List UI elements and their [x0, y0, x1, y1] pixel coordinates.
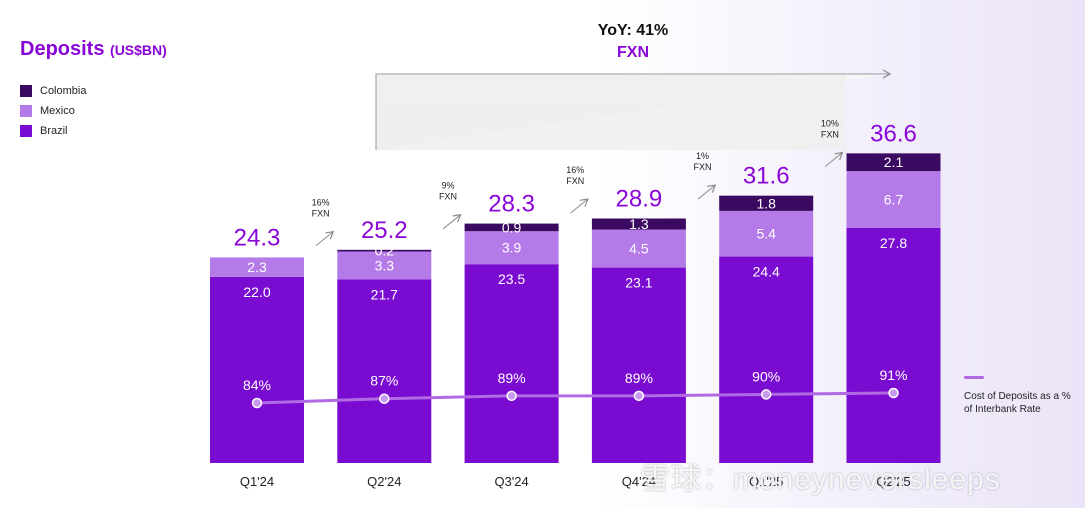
total-label: 24.3 [234, 224, 281, 251]
growth-pct-label: 1% [696, 151, 709, 161]
data-label-brazil: 22.0 [243, 284, 270, 300]
cost-line [256, 391, 894, 405]
x-tick-label: Q3'24 [494, 474, 528, 489]
total-label: 36.6 [870, 120, 917, 147]
x-tick-label: Q1'24 [240, 474, 274, 489]
watermark: 雪球：moneyneversleeps [640, 463, 1001, 496]
yoy-label: YoY: 41% [597, 22, 669, 39]
legend-label-colombia: Colombia [40, 85, 87, 97]
chart-title-text: Deposits [20, 38, 105, 60]
data-label-colombia: 1.3 [629, 216, 649, 232]
bar-mexico [719, 210, 814, 257]
yoy-arrow [375, 69, 892, 150]
growth-arrow [697, 184, 717, 200]
data-label-mexico: 6.7 [884, 191, 904, 207]
legend-swatch-mexico [20, 105, 32, 117]
total-label: 28.9 [616, 186, 663, 213]
growth-pct-label: 9% [441, 181, 454, 191]
total-label: 28.3 [488, 191, 535, 218]
chart-title: Deposits (US$BN) [20, 38, 167, 61]
data-label-mexico: 2.3 [247, 259, 267, 275]
data-label-colombia: 1.8 [756, 195, 776, 211]
data-label-mexico: 5.4 [756, 226, 776, 242]
data-label-brazil: 21.7 [371, 286, 398, 302]
data-label-brazil: 23.5 [498, 271, 525, 287]
growth-arrow [315, 230, 335, 247]
legend: Colombia Mexico Brazil [20, 81, 86, 141]
bar-colombia [464, 223, 559, 232]
bar-mexico [210, 257, 304, 277]
bar-colombia [591, 218, 686, 230]
growth-pct-label: 10% [821, 119, 839, 129]
legend-item-brazil: Brazil [20, 121, 86, 141]
cost-label: 89% [498, 370, 526, 386]
bar-brazil [846, 227, 941, 463]
bar-mexico [846, 171, 941, 228]
data-label-brazil: 27.8 [880, 235, 907, 251]
growth-arrow [824, 151, 844, 167]
cost-point [379, 393, 390, 404]
chart-unit: (US$BN) [110, 42, 167, 58]
cost-point [760, 389, 772, 400]
line-legend-swatch [964, 376, 984, 379]
growth-arrow [570, 198, 589, 214]
line-legend-label: Cost of Deposits as a % of Interbank Rat… [964, 391, 1071, 415]
cost-label: 90% [752, 368, 780, 384]
bar-mexico [337, 251, 432, 280]
growth-fxn-label: FXN [694, 162, 712, 172]
growth-pct-label: 16% [312, 198, 330, 208]
bar-brazil [591, 267, 686, 463]
bar-colombia [337, 249, 432, 252]
legend-item-mexico: Mexico [20, 101, 86, 121]
growth-fxn-label: FXN [312, 209, 330, 219]
x-tick-label: Q2'24 [367, 474, 401, 489]
cost-point [251, 397, 263, 409]
bar-brazil [719, 256, 814, 463]
bar-brazil [464, 264, 559, 463]
data-label-colombia: 0.2 [375, 243, 395, 259]
data-label-colombia: 2.1 [884, 154, 904, 170]
data-label-brazil: 24.4 [753, 264, 780, 280]
bar-brazil [337, 279, 432, 463]
cost-label: 84% [243, 377, 271, 393]
growth-fxn-label: FXN [566, 176, 584, 186]
cost-point [506, 390, 517, 402]
data-label-mexico: 4.5 [629, 241, 649, 257]
cost-label: 87% [370, 373, 398, 389]
legend-label-mexico: Mexico [40, 105, 75, 117]
legend-label-brazil: Brazil [40, 125, 68, 137]
growth-fxn-label: FXN [821, 130, 839, 140]
bar-mexico [464, 231, 559, 265]
cost-point [888, 387, 899, 399]
legend-swatch-brazil [20, 125, 32, 137]
bar-colombia [719, 195, 814, 211]
total-label: 31.6 [743, 163, 790, 190]
growth-fxn-label: FXN [439, 192, 457, 202]
growth-pct-label: 16% [566, 165, 584, 175]
cost-label: 89% [625, 370, 653, 386]
data-label-mexico: 3.9 [502, 240, 522, 256]
bar-colombia [846, 153, 941, 172]
bar-brazil [210, 276, 304, 463]
cost-point [633, 390, 645, 402]
cost-label: 91% [879, 367, 907, 383]
yoy-fxn-label: FXN [617, 44, 649, 61]
legend-item-colombia: Colombia [20, 81, 86, 101]
legend-swatch-colombia [20, 85, 32, 97]
bar-mexico [591, 229, 686, 268]
data-label-colombia: 0.9 [502, 219, 522, 235]
growth-arrow [442, 213, 462, 230]
total-label: 25.2 [361, 217, 408, 244]
data-label-brazil: 23.1 [625, 275, 652, 291]
data-label-mexico: 3.3 [375, 257, 395, 273]
